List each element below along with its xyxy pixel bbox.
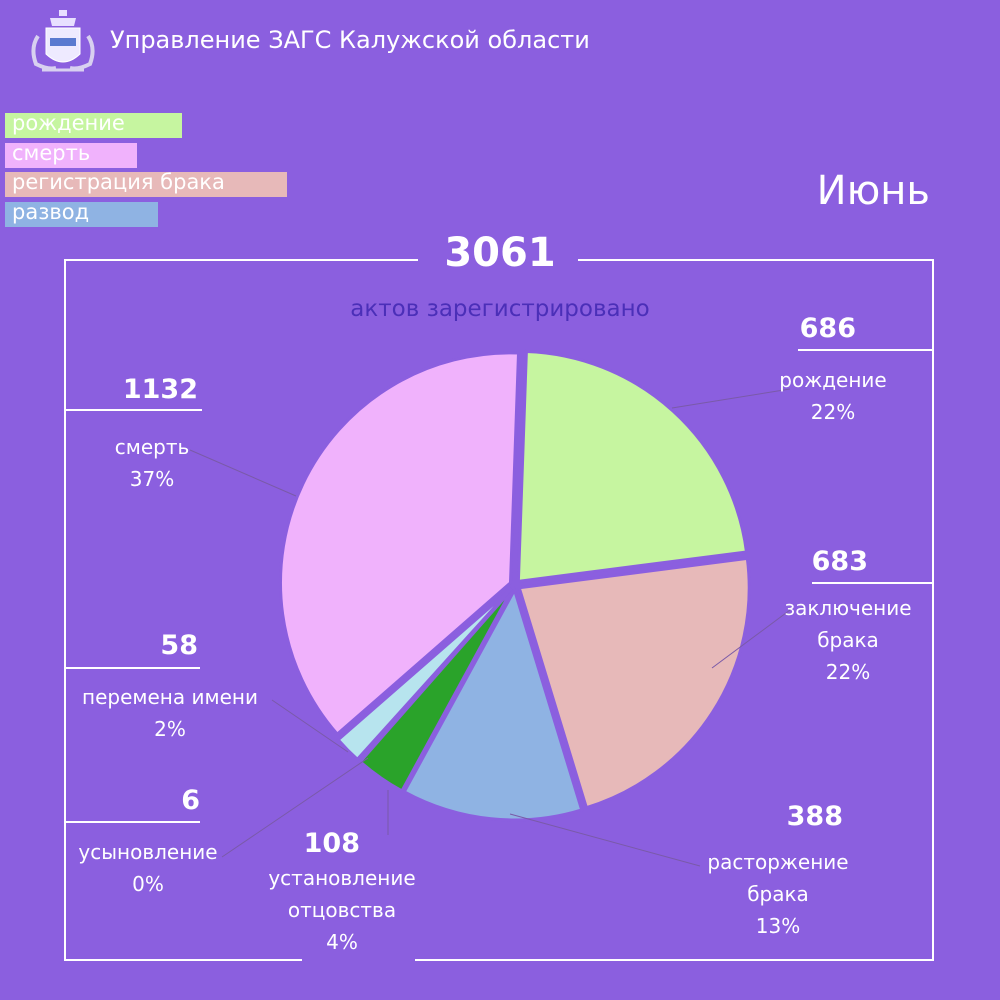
total-caption: актов зарегистрировано (350, 296, 650, 322)
pie-slice-6 (279, 351, 521, 737)
slice-value-death: 1132 (122, 374, 198, 405)
slice-label-birth: рождение 22% (760, 364, 906, 428)
header-title: Управление ЗАГС Калужской области (110, 26, 590, 54)
slice-value-birth: 686 (799, 313, 856, 344)
slice-name-line2: отцовства (287, 898, 397, 922)
slice-percent: 13% (755, 914, 801, 938)
chart-frame (64, 259, 934, 961)
slice-name-line2: брака (817, 628, 879, 652)
slice-name: заключение (784, 596, 912, 620)
slice-percent: 0% (132, 872, 164, 896)
slice-percent: 22% (825, 660, 871, 684)
slice-value-divorce: 388 (786, 801, 843, 832)
legend-label: рождение (12, 111, 125, 135)
slice-percent: 37% (129, 467, 175, 491)
slice-label-death: смерть 37% (100, 431, 204, 495)
legend-swatch (5, 143, 137, 168)
legend-swatch (5, 202, 158, 227)
leader-lines (189, 388, 791, 867)
slice-label-marriage: заключение брака 22% (773, 592, 923, 688)
pie-slice-1 (517, 556, 751, 810)
slice-name: перемена имени (82, 685, 258, 709)
slice-value-name-change: 58 (160, 630, 198, 661)
slice-name: расторжение (707, 850, 849, 874)
pie-slice-5 (336, 587, 513, 762)
slice-percent: 2% (154, 717, 186, 741)
legend-label: смерть (12, 141, 91, 165)
slice-label-adoption: усыновление 0% (70, 836, 226, 900)
slice-value-paternity: 108 (303, 828, 360, 859)
legend-swatch (5, 172, 287, 197)
slice-value-adoption: 6 (181, 785, 200, 816)
slice-name: рождение (779, 368, 887, 392)
slice-label-name-change: перемена имени 2% (72, 681, 268, 745)
legend-swatch (5, 113, 182, 138)
pie-slice-0 (516, 349, 749, 584)
slice-name: смерть (114, 435, 190, 459)
total-value: 3061 (444, 230, 556, 276)
slice-label-paternity: установление отцовства 4% (262, 862, 422, 958)
pie-slice-2 (402, 586, 584, 822)
legend-label: регистрация брака (12, 170, 225, 194)
slice-name: усыновление (78, 840, 218, 864)
legend-label: развод (12, 200, 90, 224)
slice-value-marriage: 683 (811, 546, 868, 577)
slice-name: установление (268, 866, 416, 890)
slice-name-line2: брака (747, 882, 809, 906)
slice-label-divorce: расторжение брака 13% (700, 846, 856, 942)
month-title: Июнь (816, 168, 930, 214)
slice-percent: 22% (810, 400, 856, 424)
coat-of-arms-icon (31, 10, 95, 72)
slice-percent: 4% (326, 930, 358, 954)
